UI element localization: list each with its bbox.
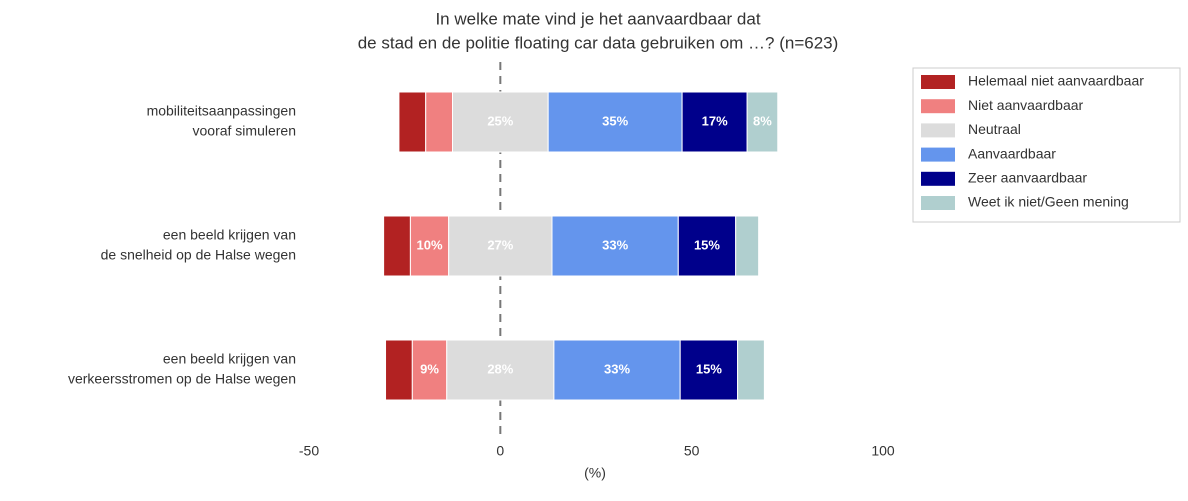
y-tick-label: de snelheid op de Halse wegen <box>101 247 296 263</box>
legend-swatch <box>921 147 955 162</box>
data-label: 25% <box>487 113 513 128</box>
bar-segment <box>677 215 737 277</box>
bar-segment <box>411 339 448 401</box>
legend-label: Aanvaardbaar <box>968 145 1056 161</box>
legend-label: Neutraal <box>968 121 1021 137</box>
legend-label: Zeer aanvaardbaar <box>968 170 1087 186</box>
bar-segment <box>425 91 454 153</box>
legend-swatch <box>921 171 955 186</box>
bar-segment <box>551 215 679 277</box>
bar-segment <box>737 339 765 401</box>
y-tick-label: een beeld krijgen van <box>163 227 296 243</box>
bar-segment <box>452 91 549 153</box>
data-label: 9% <box>420 361 439 376</box>
legend-label: Weet ik niet/Geen mening <box>968 194 1129 210</box>
y-tick-label: vooraf simuleren <box>193 123 297 139</box>
data-label: 33% <box>602 237 628 252</box>
legend-box <box>912 67 1181 223</box>
bar-segment <box>746 91 779 153</box>
bar-segment <box>398 91 427 153</box>
legend-swatch <box>921 99 955 114</box>
data-label: 28% <box>487 361 513 376</box>
legend-swatch <box>921 123 955 138</box>
x-tick-label: 50 <box>684 443 700 459</box>
x-tick-label: 0 <box>496 443 504 459</box>
data-label: 35% <box>602 113 628 128</box>
bar-segment <box>679 339 739 401</box>
data-label: 17% <box>702 113 728 128</box>
legend-swatch <box>921 196 955 210</box>
data-label: 15% <box>696 361 722 376</box>
x-axis-label: (%) <box>584 465 606 481</box>
data-label: 27% <box>487 237 513 252</box>
chart-title: In welke mate vind je het aanvaardbaar d… <box>435 9 760 28</box>
x-tick-label: -50 <box>299 443 319 459</box>
bar-segment <box>735 215 760 277</box>
bar-segment <box>553 339 681 401</box>
x-tick-label: 100 <box>871 443 895 459</box>
legend-label: Helemaal niet aanvaardbaar <box>968 73 1144 89</box>
data-label: 10% <box>417 237 443 252</box>
chart-title: de stad en de politie floating car data … <box>358 33 839 52</box>
legend-swatch <box>921 75 955 89</box>
y-tick-label: een beeld krijgen van <box>163 351 296 367</box>
bar-segment <box>385 339 413 401</box>
data-label: 8% <box>753 113 772 128</box>
legend-label: Niet aanvaardbaar <box>968 97 1084 113</box>
y-tick-label: mobiliteitsaanpassingen <box>147 103 296 119</box>
bar-segment <box>446 339 555 401</box>
data-label: 33% <box>604 361 630 376</box>
data-label: 15% <box>694 237 720 252</box>
bar-segment <box>547 91 683 153</box>
y-tick-label: verkeersstromen op de Halse wegen <box>68 371 296 387</box>
bar-segment <box>383 215 411 277</box>
bar-segment <box>409 215 450 277</box>
